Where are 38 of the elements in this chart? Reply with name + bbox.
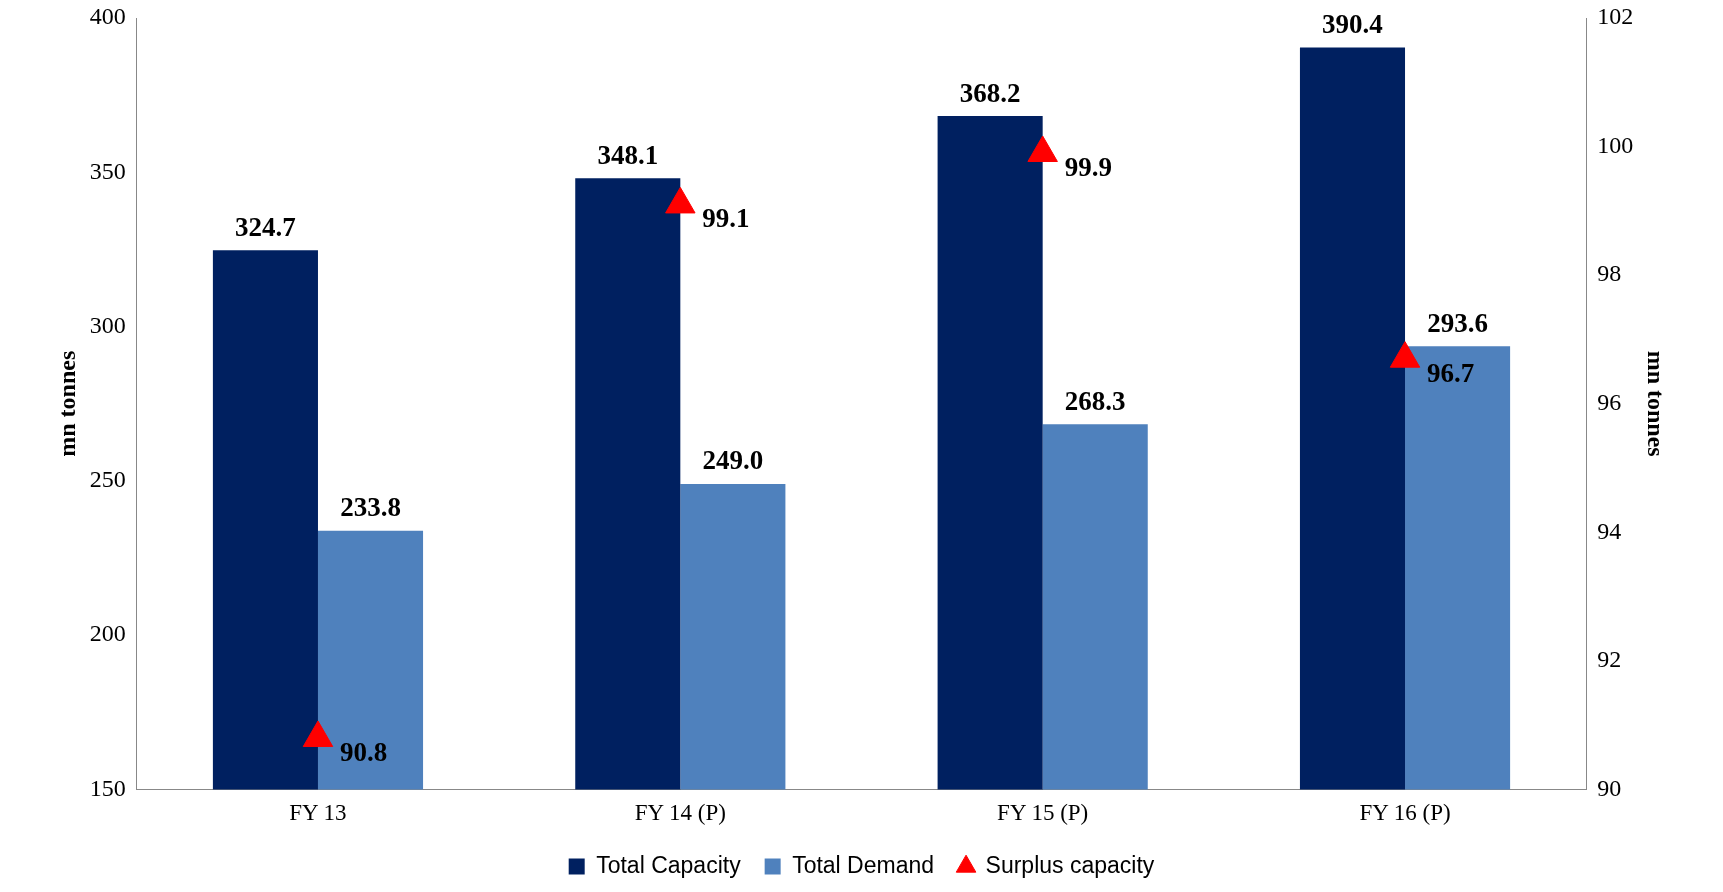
x-tick-label: FY 13	[289, 800, 347, 826]
y-tick-label: 150	[89, 774, 126, 801]
data-label: 96.7	[1427, 357, 1475, 388]
x-tick-label: FY 16 (P)	[1359, 800, 1451, 826]
y-axis-title: mn tonnes	[53, 350, 80, 457]
y-tick-label: 300	[89, 311, 126, 338]
point	[665, 186, 696, 214]
y2-tick-label: 94	[1597, 517, 1622, 544]
data-label: 249.0	[702, 445, 764, 476]
data-label: 368.2	[959, 77, 1021, 108]
y-tick-label: 400	[89, 3, 126, 30]
x-tick-label: FY 14 (P)	[634, 800, 726, 826]
y2-tick-label: 98	[1597, 260, 1622, 287]
y-tick-label: 250	[89, 466, 126, 493]
data-label: 390.4	[1322, 9, 1383, 40]
data-label: 90.8	[339, 736, 388, 767]
y-tick-label: 200	[89, 620, 126, 647]
data-label: 324.7	[235, 211, 296, 242]
point	[302, 720, 334, 747]
y2-tick-label: 92	[1597, 646, 1622, 673]
point	[1027, 135, 1058, 162]
legend-label: Total Capacity	[596, 851, 742, 878]
legend-label: Total Demand	[792, 851, 935, 878]
data-label: 99.1	[702, 203, 750, 234]
data-label: 268.3	[1064, 385, 1126, 416]
y2-tick-label: 90	[1597, 774, 1622, 801]
point	[1389, 341, 1421, 368]
y2-axis-title: mn tonnes	[1643, 350, 1670, 457]
y2-tick-label: 102	[1597, 3, 1634, 30]
data-label: 233.8	[340, 492, 401, 523]
legend-label: Surplus capacity	[985, 851, 1155, 878]
data-label: 99.9	[1064, 151, 1112, 182]
x-tick-label: FY 15 (P)	[997, 800, 1089, 826]
data-label: 348.1	[597, 139, 659, 170]
y-tick-label: 350	[89, 157, 126, 184]
y2-tick-label: 100	[1597, 131, 1634, 158]
y2-tick-label: 96	[1597, 389, 1622, 415]
data-label: 293.6	[1427, 307, 1488, 338]
